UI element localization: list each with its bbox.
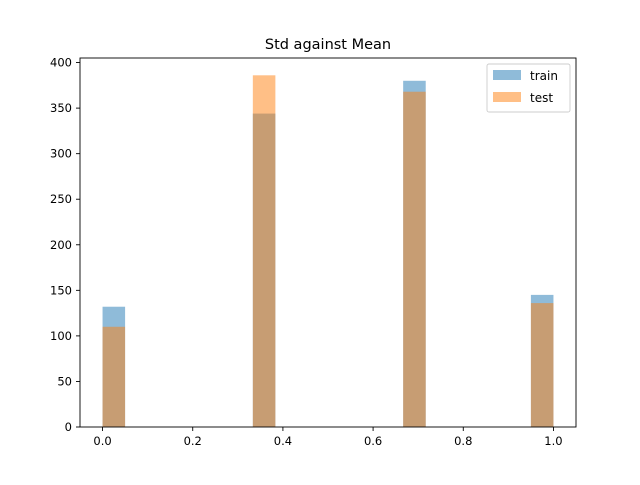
- chart-title: Std against Mean: [265, 37, 391, 53]
- legend-label-train: train: [530, 69, 558, 83]
- y-tick-label: 250: [50, 192, 72, 206]
- y-tick-label: 350: [50, 101, 72, 115]
- y-tick-label: 200: [50, 238, 72, 252]
- bars-layer: [102, 75, 554, 428]
- y-tick-label: 400: [50, 56, 72, 70]
- y-axis: 0 50 100 150 200 250 300 350 400: [50, 56, 80, 434]
- x-tick-label: 1.0: [544, 434, 562, 448]
- bar-test-1: [252, 75, 276, 428]
- legend-label-test: test: [530, 91, 553, 105]
- legend: train test: [486, 63, 571, 113]
- x-tick-label: 0.4: [274, 434, 292, 448]
- y-tick-label: 0: [65, 420, 72, 434]
- y-tick-label: 100: [50, 329, 72, 343]
- x-tick-label: 0.0: [93, 434, 111, 448]
- bar-test-3: [530, 303, 554, 427]
- bar-test-2: [403, 91, 426, 427]
- x-tick-label: 0.6: [364, 434, 382, 448]
- x-tick-label: 0.8: [454, 434, 472, 448]
- y-tick-label: 300: [50, 147, 72, 161]
- legend-swatch-test: [493, 92, 521, 102]
- plot-frame: [79, 57, 577, 428]
- legend-swatch-train: [493, 70, 521, 80]
- y-tick-label: 150: [50, 283, 72, 297]
- x-axis: 0.0 0.2 0.4 0.6 0.8 1.0: [93, 427, 563, 448]
- y-tick-label: 50: [57, 374, 72, 388]
- bar-test-0: [102, 326, 126, 427]
- x-tick-label: 0.2: [184, 434, 202, 448]
